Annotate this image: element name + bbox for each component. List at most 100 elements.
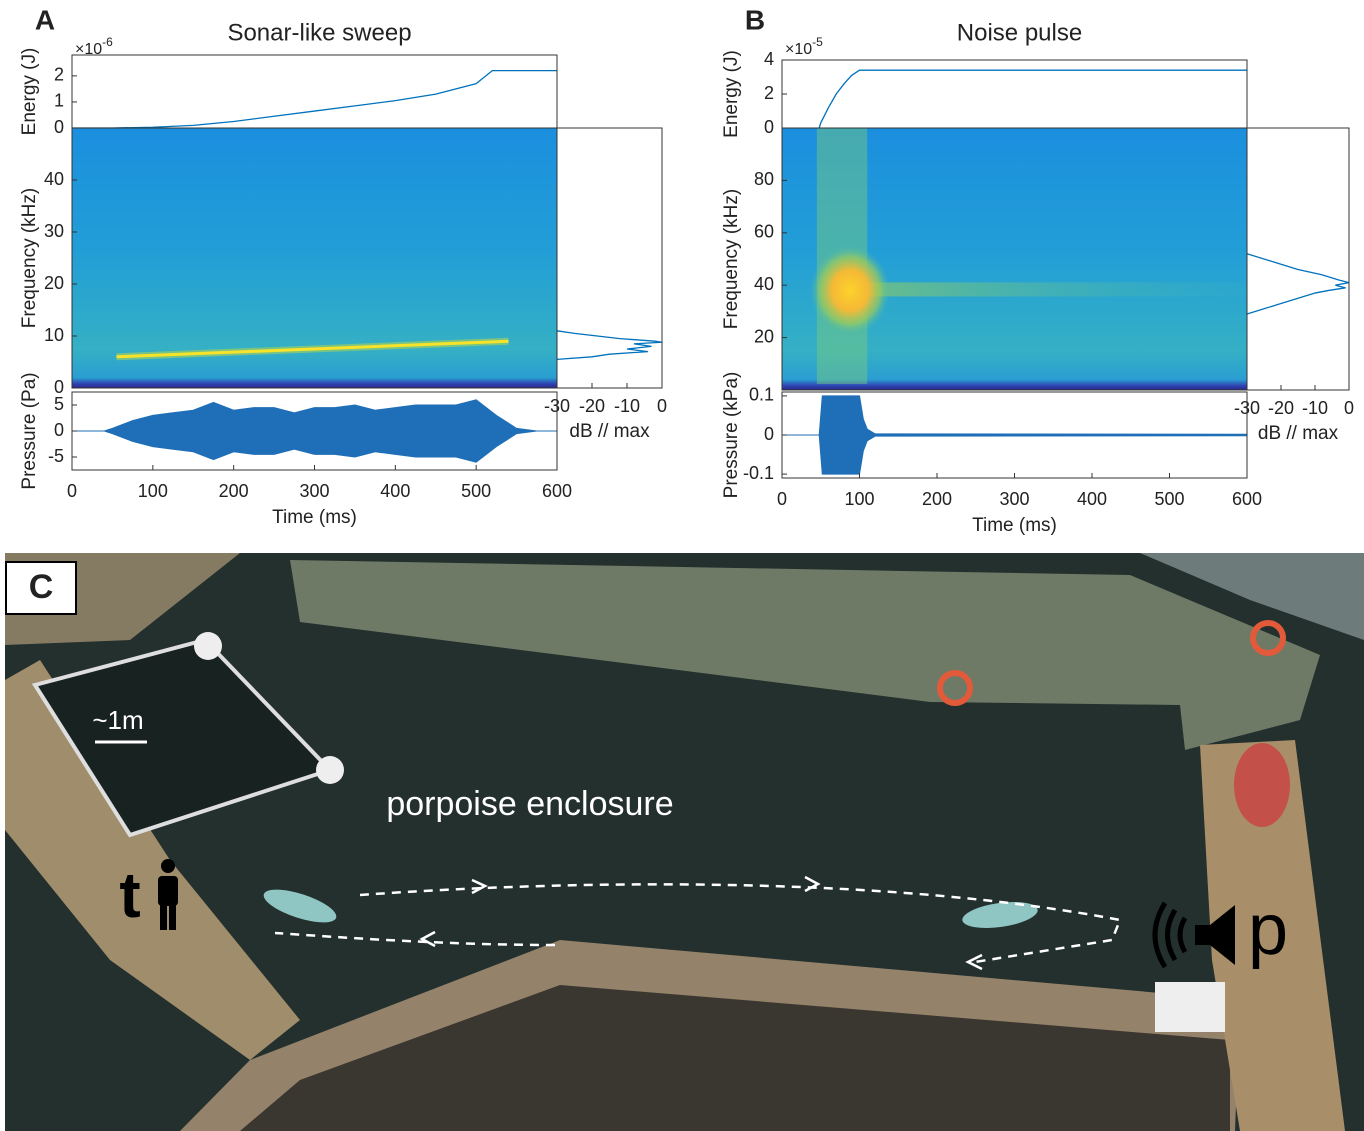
y-axis-label: Energy (J) <box>19 48 40 136</box>
sweep <box>116 339 509 359</box>
x-tick-label: 300 <box>999 489 1029 509</box>
scale-label: ~1m <box>92 705 143 735</box>
y-tick-label: -0.1 <box>743 463 774 483</box>
dock <box>5 660 300 1060</box>
energy-line <box>72 69 557 129</box>
person-icon <box>158 859 178 930</box>
x-tick-label: 400 <box>380 481 410 501</box>
axes-box <box>1246 127 1350 391</box>
speaker-icon <box>1152 901 1235 969</box>
spectrum-line <box>1246 253 1350 315</box>
multiplier-exponent: -6 <box>102 35 113 49</box>
x-tick-label: 500 <box>461 481 491 501</box>
lifebuoy <box>1250 620 1286 656</box>
axes-box <box>71 54 558 129</box>
panel-label: C <box>29 568 54 606</box>
walkway <box>290 560 1320 750</box>
x-tick-label: -10 <box>614 396 640 416</box>
arrowhead <box>471 878 488 895</box>
x-tick-label: 600 <box>542 481 572 501</box>
waveform-upper <box>782 395 1248 436</box>
x-axis-label: dB // max <box>1258 423 1339 444</box>
boat <box>1234 743 1290 827</box>
energy-line <box>818 69 1247 129</box>
x-tick-label: 0 <box>657 396 667 416</box>
x-axis-label: dB // max <box>569 421 650 442</box>
x-tick-label: 100 <box>138 481 168 501</box>
y-axis-label: Frequency (kHz) <box>721 189 742 329</box>
multiplier-base: ×10 <box>785 41 812 58</box>
pulse-peak <box>809 245 891 336</box>
x-tick-label: -10 <box>1302 398 1328 418</box>
x-tick-label: 200 <box>922 489 952 509</box>
x-tick-label: 0 <box>1344 398 1354 418</box>
y-tick-label: 10 <box>44 325 64 345</box>
photo-panel: ~1m porpoise enclosure t p C <box>5 553 1364 1131</box>
porpoise <box>962 901 1038 929</box>
y-tick-label: 2 <box>764 83 774 103</box>
spectrum-line <box>556 330 663 361</box>
pier-shadow <box>240 985 1230 1131</box>
panel-label-box <box>5 561 77 615</box>
x-tick-label: 100 <box>844 489 874 509</box>
y-tick-label: 5 <box>54 394 64 414</box>
swim-path <box>274 931 556 947</box>
y-axis-label: Pressure (Pa) <box>19 372 40 489</box>
waveform-lower <box>782 434 1248 475</box>
chart-title: Noise pulse <box>957 19 1082 46</box>
y-tick-label: 4 <box>764 49 774 69</box>
y-tick-label: 0 <box>54 420 64 440</box>
dock <box>1200 740 1345 1131</box>
axis-multiplier: ×10-5 <box>785 35 823 58</box>
x-tick-label: 500 <box>1154 489 1184 509</box>
buoy <box>194 632 222 660</box>
y-tick-label: 30 <box>44 221 64 241</box>
x-tick-label: -20 <box>1268 398 1294 418</box>
buoy <box>316 756 344 784</box>
y-tick-label: 20 <box>754 326 774 346</box>
y-tick-label: 1 <box>54 91 64 111</box>
y-tick-label: 20 <box>44 273 64 293</box>
panel-label: B <box>745 4 765 35</box>
multiplier-base: ×10 <box>75 41 102 58</box>
waveform-lower <box>72 430 557 463</box>
x-axis-label: Time (ms) <box>972 515 1057 536</box>
waveform-upper <box>72 399 557 432</box>
x-tick-label: 0 <box>777 489 787 509</box>
y-tick-label: 60 <box>754 222 774 242</box>
x-tick-label: -20 <box>579 396 605 416</box>
y-tick-label: 0 <box>54 377 64 397</box>
y-tick-label: -5 <box>48 446 64 466</box>
caption: porpoise enclosure <box>386 785 673 823</box>
swim-path <box>359 883 1122 964</box>
arrowhead <box>965 953 983 971</box>
x-tick-label: 300 <box>299 481 329 501</box>
arrowhead <box>419 930 436 948</box>
x-tick-label: 400 <box>1077 489 1107 509</box>
x-axis-label: Time (ms) <box>272 507 357 528</box>
pulse-tail <box>867 282 1247 297</box>
y-tick-label: 40 <box>44 169 64 189</box>
axes-box <box>556 127 663 389</box>
x-tick-label: 200 <box>219 481 249 501</box>
building <box>1140 553 1364 640</box>
panel-label: A <box>35 4 55 35</box>
y-axis-label: Energy (J) <box>721 50 742 138</box>
receiver-label: p <box>1248 890 1288 970</box>
chart-title: Sonar-like sweep <box>227 19 411 46</box>
y-tick-label: 40 <box>754 274 774 294</box>
y-tick-label: 80 <box>754 169 774 189</box>
lifebuoy <box>937 670 973 706</box>
y-axis-label: Pressure (kPa) <box>721 372 742 499</box>
y-tick-label: 0.1 <box>749 385 774 405</box>
y-tick-label: 0 <box>764 424 774 444</box>
box <box>1155 982 1225 1032</box>
transmitter-label: t <box>119 859 140 931</box>
y-axis-label: Frequency (kHz) <box>19 188 40 328</box>
x-tick-label: 0 <box>67 481 77 501</box>
x-tick-label: 600 <box>1232 489 1262 509</box>
axis-multiplier: ×10-6 <box>75 35 113 58</box>
